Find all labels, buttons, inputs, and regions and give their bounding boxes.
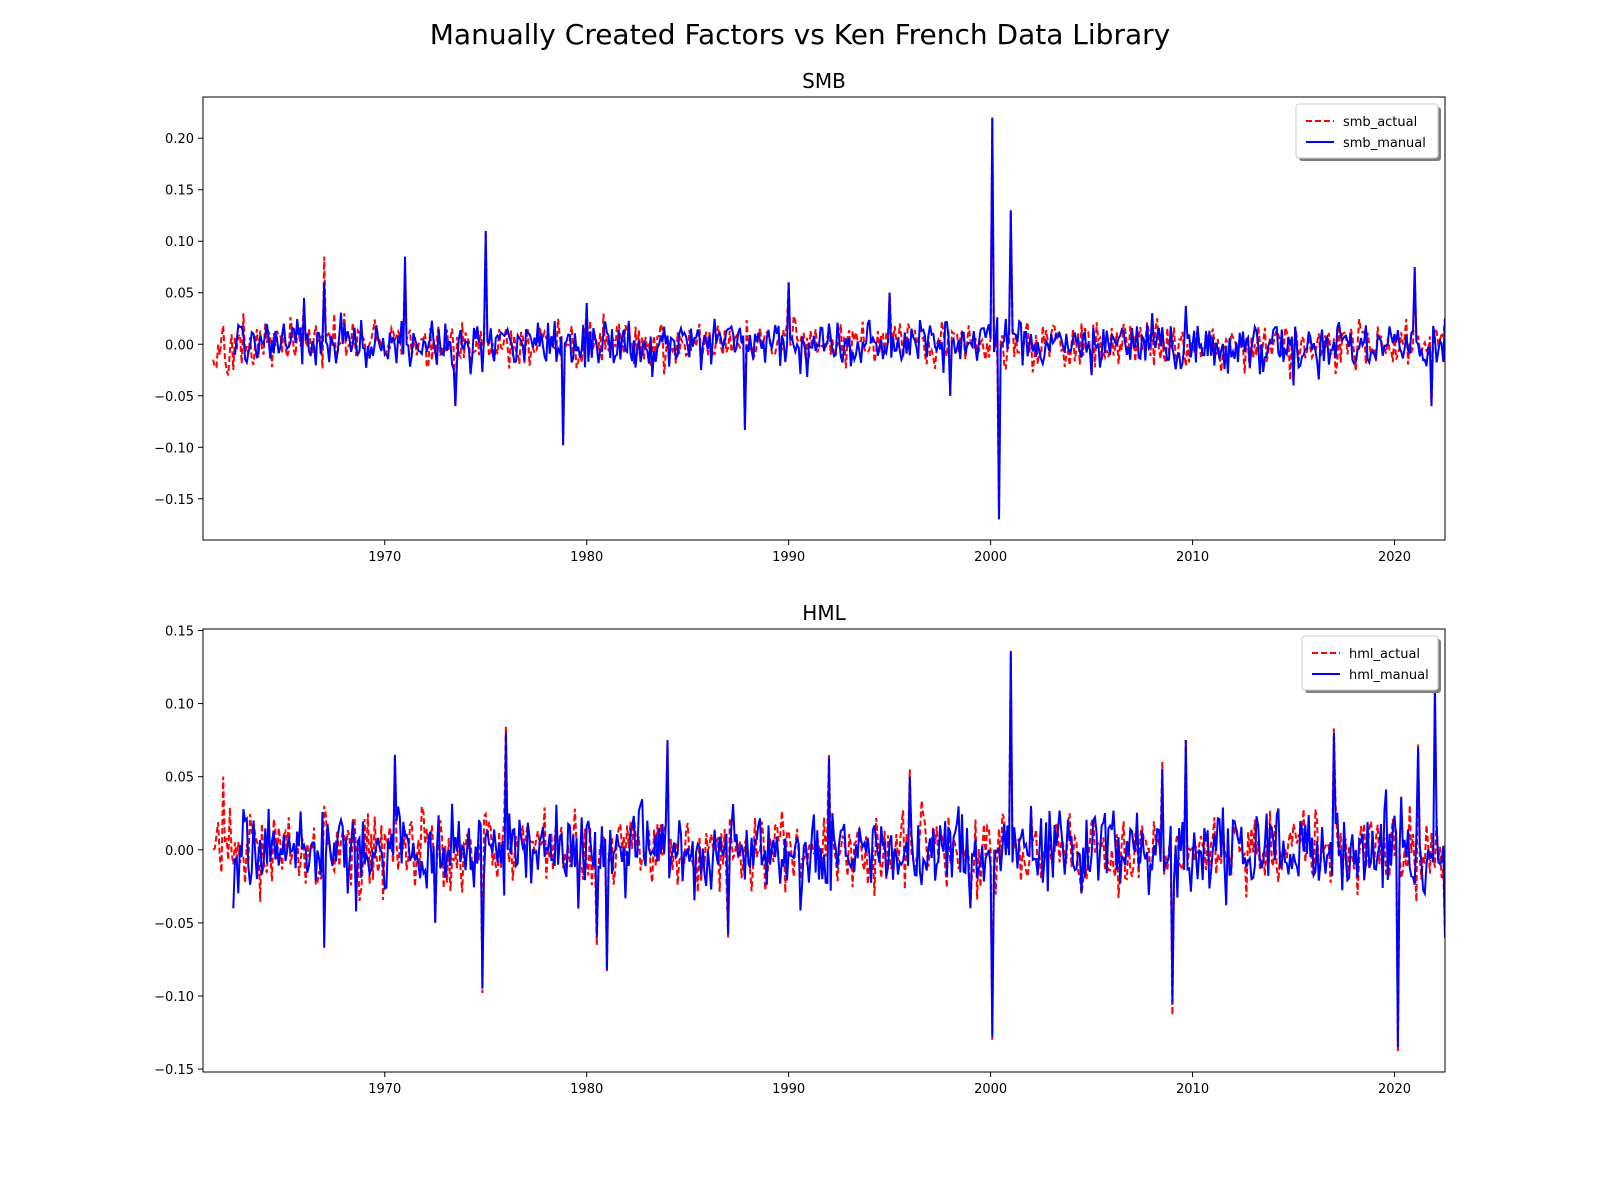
smb-ytick-label: −0.10 bbox=[154, 441, 194, 456]
hml-ytick-label: 0.05 bbox=[165, 771, 194, 786]
hml-legend-label-hml_manual: hml_manual bbox=[1349, 668, 1429, 683]
hml-xtick-label: 2010 bbox=[1176, 1082, 1209, 1097]
hml-xtick-label: 1990 bbox=[772, 1082, 805, 1097]
smb-series-smb_manual bbox=[232, 117, 1445, 520]
smb-panel-title: SMB bbox=[802, 69, 846, 93]
hml-ytick-label: 0.10 bbox=[165, 698, 194, 713]
figure-title: Manually Created Factors vs Ken French D… bbox=[429, 18, 1171, 51]
hml-ytick-label: −0.05 bbox=[154, 917, 194, 932]
smb-ytick-label: 0.05 bbox=[165, 287, 194, 302]
smb-series-smb_actual bbox=[212, 117, 1445, 520]
smb-xtick-label: 1980 bbox=[570, 550, 603, 565]
smb-axes-frame bbox=[202, 96, 1446, 541]
hml-xtick-label: 1970 bbox=[368, 1082, 401, 1097]
smb-legend-label-smb_manual: smb_manual bbox=[1343, 136, 1426, 151]
smb-ytick-label: 0.20 bbox=[165, 132, 194, 147]
hml-ytick-label: −0.10 bbox=[154, 990, 194, 1005]
smb-ytick-label: 0.00 bbox=[165, 338, 194, 353]
smb-legend-box bbox=[1295, 103, 1439, 159]
smb-ytick-label: 0.10 bbox=[165, 235, 194, 250]
smb-legend-label-smb_actual: smb_actual bbox=[1343, 115, 1417, 130]
hml-axes-frame bbox=[202, 628, 1446, 1073]
hml-legend-label-hml_actual: hml_actual bbox=[1349, 647, 1420, 662]
hml-ytick-label: −0.15 bbox=[154, 1063, 194, 1078]
hml-legend-box bbox=[1301, 635, 1439, 691]
hml-ytick-label: 0.00 bbox=[165, 844, 194, 859]
hml-series-hml_manual bbox=[232, 650, 1445, 1048]
hml-xtick-label: 1980 bbox=[570, 1082, 603, 1097]
smb-ytick-label: −0.05 bbox=[154, 390, 194, 405]
hml-xtick-label: 2000 bbox=[974, 1082, 1007, 1097]
smb-xtick-label: 2000 bbox=[974, 550, 1007, 565]
smb-ytick-label: 0.15 bbox=[165, 184, 194, 199]
smb-xtick-label: 2010 bbox=[1176, 550, 1209, 565]
hml-ytick-label: 0.15 bbox=[165, 624, 194, 639]
hml-xtick-label: 2020 bbox=[1378, 1082, 1411, 1097]
smb-ytick-label: −0.15 bbox=[154, 493, 194, 508]
hml-panel-title: HML bbox=[802, 601, 846, 625]
smb-xtick-label: 1990 bbox=[772, 550, 805, 565]
smb-xtick-label: 1970 bbox=[368, 550, 401, 565]
smb-xtick-label: 2020 bbox=[1378, 550, 1411, 565]
